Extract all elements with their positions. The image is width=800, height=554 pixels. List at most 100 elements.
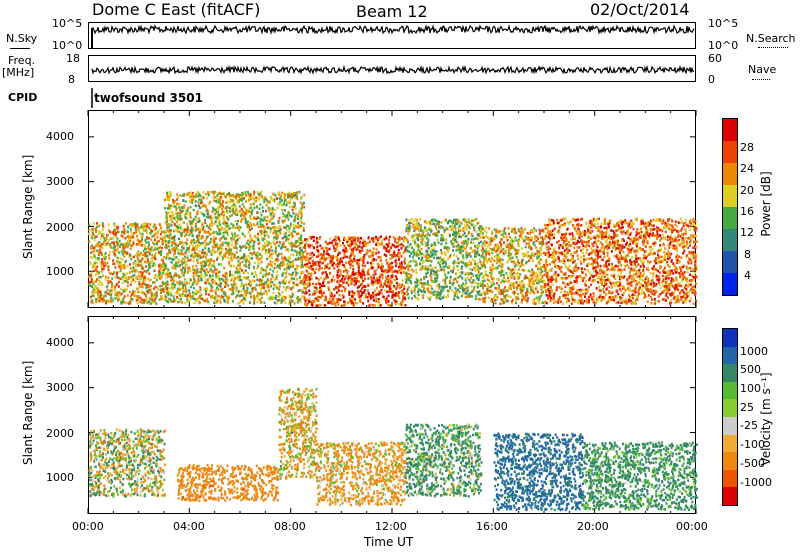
pow-cell-0: [100, 264, 103, 268]
pow-cell-2: [397, 291, 400, 294]
pow-cell-1: [277, 220, 280, 223]
pow-cell-1: [206, 224, 209, 228]
pow-cell-1: [278, 285, 281, 288]
pow-cell-3: [414, 224, 417, 228]
pow-cell-1: [237, 255, 240, 259]
pow-cell-2: [309, 278, 311, 281]
pow-cell-1: [286, 193, 289, 196]
pow-cell-2: [348, 283, 351, 286]
pow-cell-3: [452, 281, 455, 285]
pow-cell-1: [228, 227, 231, 230]
pow-cell-1: [247, 227, 250, 230]
pow-cell-3: [417, 287, 420, 291]
pow-cell-2: [354, 259, 357, 262]
power-cb-tick-24: 24: [740, 162, 754, 175]
pow-cell-2: [350, 280, 353, 284]
pow-cell-1: [171, 282, 174, 285]
pow-cell-3: [410, 281, 413, 285]
pow-cell-1: [223, 300, 226, 303]
pow-cell-1: [231, 214, 234, 217]
pow-cell-0: [93, 238, 96, 241]
pow-cell-0: [161, 271, 164, 275]
pow-cell-1: [195, 234, 198, 238]
pow-cell-1: [253, 261, 256, 265]
pow-cell-3: [456, 241, 459, 244]
pow-cell-1: [216, 194, 219, 197]
pow-cell-3: [406, 249, 409, 253]
pow-cell-2: [320, 262, 323, 265]
pow-cell-2: [354, 277, 357, 281]
pow-cell-1: [184, 266, 187, 269]
pow-cell-2: [395, 269, 398, 273]
pow-cell-1: [209, 259, 212, 263]
pow-cell-1: [231, 274, 234, 277]
colorbar-segment: [723, 273, 737, 295]
pow-cell-1: [185, 231, 188, 234]
pow-cell-0: [122, 245, 125, 248]
pow-cell-0: [140, 252, 142, 255]
pow-cell-3: [471, 258, 474, 261]
pow-cell-1: [267, 248, 270, 252]
pow-cell-2: [375, 297, 378, 301]
pow-cell-2: [404, 257, 407, 260]
pow-cell-1: [257, 216, 260, 220]
pow-cell-0: [116, 237, 119, 240]
pow-cell-3: [477, 275, 480, 279]
pow-cell-1: [253, 197, 255, 200]
pow-cell-1: [168, 287, 171, 290]
pow-cell-2: [306, 282, 309, 285]
pow-cell-1: [219, 263, 222, 266]
pow-cell-2: [329, 293, 332, 297]
pow-cell-2: [322, 284, 325, 287]
pow-cell-1: [276, 254, 279, 257]
pow-cell-0: [95, 261, 98, 264]
pow-cell-0: [98, 248, 101, 251]
pow-cell-3: [473, 259, 476, 263]
pow-cell-1: [296, 212, 299, 216]
pow-cell-2: [328, 281, 331, 284]
pow-cell-1: [165, 285, 167, 289]
pow-cell-1: [289, 296, 292, 300]
pow-cell-2: [366, 261, 369, 264]
pow-cell-1: [243, 235, 246, 238]
pow-cell-1: [222, 231, 225, 235]
pow-cell-0: [126, 252, 129, 255]
pow-cell-2: [304, 287, 307, 290]
pow-cell-3: [425, 259, 428, 262]
pow-cell-1: [284, 209, 286, 212]
pow-cell-1: [227, 248, 230, 252]
pow-cell-0: [145, 284, 148, 287]
pow-cell-1: [170, 261, 173, 264]
pow-cell-1: [205, 243, 208, 246]
pow-cell-1: [298, 237, 301, 240]
pow-cell-3: [435, 290, 438, 294]
pow-cell-0: [134, 227, 137, 230]
pow-cell-0: [120, 250, 123, 253]
pow-cell-0: [145, 237, 148, 240]
pow-cell-1: [179, 216, 182, 220]
pow-cell-0: [109, 237, 112, 240]
pow-cell-3: [467, 289, 469, 292]
pow-cell-1: [293, 283, 296, 286]
pow-cell-2: [303, 297, 306, 300]
pow-cell-1: [261, 195, 263, 198]
pow-cell-1: [176, 274, 179, 278]
pow-cell-0: [91, 301, 94, 304]
pow-cell-2: [385, 296, 388, 300]
pow-cell-1: [164, 294, 167, 298]
pow-cell-0: [132, 269, 135, 272]
pow-cell-0: [132, 240, 135, 243]
pow-cell-0: [146, 260, 149, 263]
pow-cell-3: [449, 277, 452, 280]
pow-cell-2: [389, 257, 392, 261]
pow-cell-0: [138, 241, 141, 245]
pow-cell-1: [199, 236, 202, 240]
pow-cell-2: [329, 295, 332, 298]
pow-cell-1: [197, 238, 200, 241]
pow-cell-3: [423, 253, 426, 257]
pow-cell-3: [473, 285, 476, 289]
pow-cell-2: [395, 258, 398, 262]
pow-cell-0: [116, 243, 119, 247]
pow-cell-1: [182, 286, 185, 289]
pow-cell-0: [93, 235, 96, 239]
